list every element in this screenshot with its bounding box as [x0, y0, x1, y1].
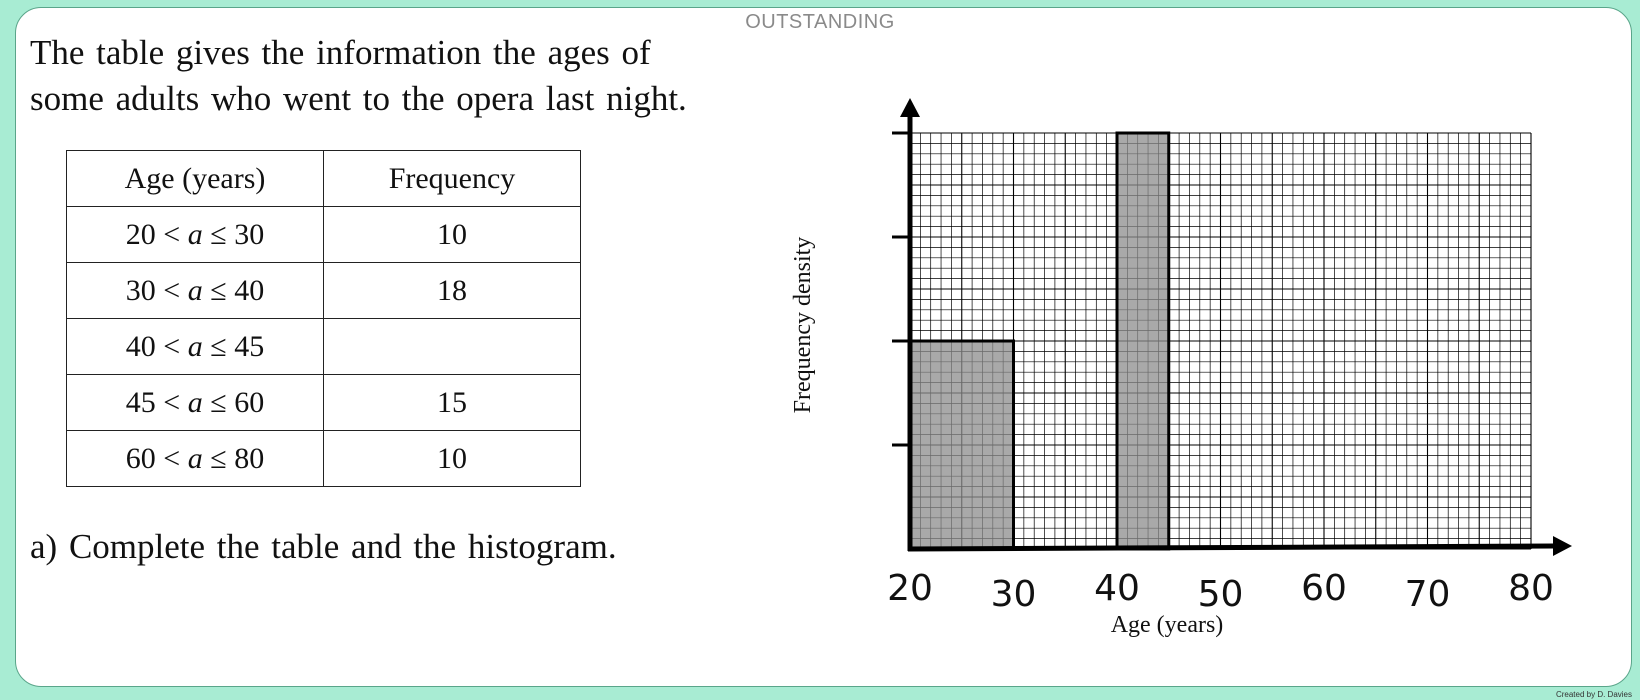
- histogram-bars: [908, 131, 1171, 551]
- question-intro: The table gives the information the ages…: [30, 33, 687, 118]
- age-interval-cell: 20 < a ≤ 30: [66, 206, 324, 263]
- y-axis-arrow: [900, 98, 920, 117]
- histogram-axes: [900, 98, 1572, 556]
- frequency-cell: 15: [323, 374, 581, 431]
- x-tick-label: 30: [991, 574, 1037, 615]
- age-interval-cell: 45 < a ≤ 60: [66, 374, 324, 431]
- interval-upper: 45: [234, 329, 265, 363]
- table-row: 40 < a ≤ 45: [66, 318, 581, 375]
- histogram-bar: [908, 339, 1015, 551]
- x-axis: [907, 543, 1556, 552]
- x-tick-label: 80: [1508, 568, 1554, 609]
- age-interval-cell: 30 < a ≤ 40: [66, 262, 324, 319]
- frequency-cell: [323, 318, 581, 375]
- table-row: 30 < a ≤ 40 18: [66, 262, 581, 319]
- age-interval-cell: 60 < a ≤ 80: [66, 430, 324, 487]
- interval-upper: 30: [234, 217, 265, 251]
- histogram-bar: [1115, 131, 1171, 551]
- interval-lower: 40: [125, 329, 156, 363]
- credit-text: Created by D. Davies: [1555, 690, 1632, 699]
- histogram-ticks: 20 30 40 50 60 70 80: [887, 131, 1554, 615]
- frequency-cell: 18: [323, 262, 581, 319]
- interval-lower: 30: [125, 273, 156, 307]
- table-row: 60 < a ≤ 80 10: [66, 430, 581, 487]
- x-axis-arrow: [1553, 536, 1572, 556]
- interval-variable: a: [187, 385, 203, 419]
- level-banner: OUTSTANDING: [745, 11, 895, 33]
- interval-lower: 45: [125, 385, 156, 419]
- y-axis-label: Frequency density: [790, 237, 816, 414]
- frequency-column-header: Frequency: [323, 150, 581, 207]
- interval-lower: 20: [125, 217, 156, 251]
- x-tick-label: 60: [1301, 568, 1347, 609]
- interval-variable: a: [187, 273, 203, 307]
- interval-variable: a: [187, 329, 203, 363]
- frequency-cell: 10: [323, 206, 581, 263]
- interval-upper: 40: [234, 273, 265, 307]
- x-tick-label: 70: [1405, 574, 1451, 615]
- x-axis-label: Age (years): [1111, 612, 1224, 638]
- table-header-row: Age (years) Frequency: [66, 150, 581, 207]
- interval-lower: 60: [125, 441, 156, 475]
- age-interval-cell: 40 < a ≤ 45: [66, 318, 324, 375]
- table-row: 45 < a ≤ 60 15: [66, 374, 581, 431]
- x-tick-label: 40: [1094, 568, 1140, 609]
- interval-upper: 60: [234, 385, 265, 419]
- interval-variable: a: [187, 217, 203, 251]
- interval-upper: 80: [234, 441, 265, 475]
- interval-variable: a: [187, 441, 203, 475]
- table-row: 20 < a ≤ 30 10: [66, 206, 581, 263]
- frequency-table: Age (years) Frequency 20 < a ≤ 30 10 30 < …: [66, 150, 581, 487]
- frequency-cell: 10: [323, 430, 581, 487]
- task-instruction: a) Complete the table and the histogram.: [30, 527, 617, 566]
- x-tick-label: 50: [1198, 574, 1244, 615]
- x-tick-label: 20: [887, 568, 933, 609]
